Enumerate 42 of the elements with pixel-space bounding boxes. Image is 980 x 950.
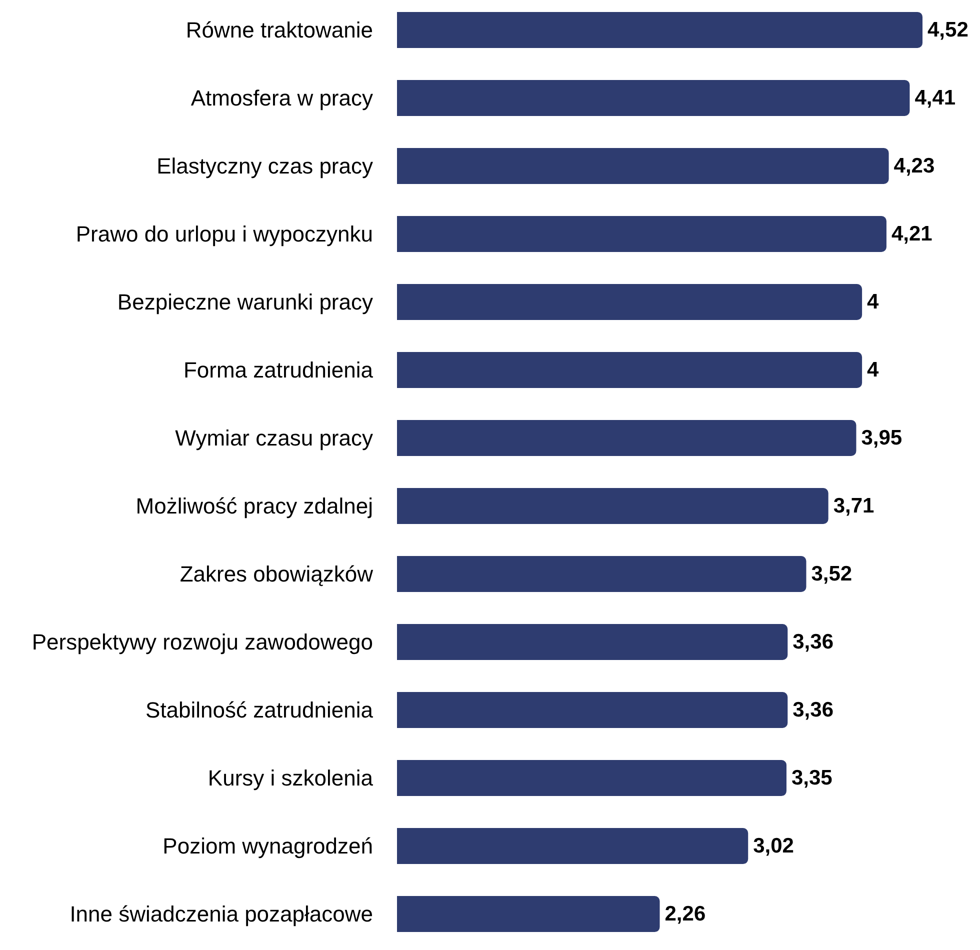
data-label: 4 (867, 358, 880, 382)
y-tick-label: Kursy i szkolenia (208, 766, 374, 791)
y-tick-label: Bezpieczne warunki pracy (117, 289, 373, 314)
y-tick-label: Inne świadczenia pozapłacowe (70, 902, 373, 927)
y-tick-label: Prawo do urlopu i wypoczynku (76, 221, 373, 246)
data-label: 4,52 (928, 18, 968, 42)
y-tick-label: Atmosfera w pracy (190, 85, 373, 110)
bar (397, 488, 828, 524)
data-label: 3,36 (792, 630, 834, 654)
data-label: 4 (867, 290, 880, 314)
data-label: 2,26 (664, 902, 706, 926)
y-tick-label: Zakres obowiązków (180, 562, 374, 587)
y-tick-label: Stabilność zatrudnienia (146, 698, 374, 723)
bar (397, 624, 788, 660)
bar (397, 80, 910, 116)
bar (397, 896, 660, 932)
bar (397, 284, 862, 320)
y-tick-label: Elastyczny czas pracy (156, 153, 373, 178)
bar (397, 556, 806, 592)
bar (397, 420, 856, 456)
data-label: 4,41 (914, 86, 956, 110)
y-tick-label: Równe traktowanie (186, 17, 373, 42)
data-label: 3,95 (861, 426, 902, 450)
bar (397, 828, 748, 864)
bar (397, 692, 788, 728)
y-tick-label: Forma zatrudnienia (183, 357, 374, 382)
data-label: 3,02 (753, 834, 794, 858)
bar (397, 12, 922, 48)
y-tick-label: Poziom wynagrodzeń (162, 834, 373, 859)
bar (397, 352, 862, 388)
bar (397, 148, 889, 184)
bar (397, 760, 786, 796)
y-tick-label: Wymiar czasu pracy (175, 426, 373, 450)
data-label: 3,71 (833, 494, 875, 518)
data-label: 4,23 (894, 154, 935, 178)
y-tick-label: Możliwość pracy zdalnej (136, 494, 373, 518)
data-label: 3,35 (791, 766, 833, 790)
data-label: 3,52 (811, 562, 852, 586)
y-tick-label: Perspektywy rozwoju zawodowego (32, 630, 373, 655)
data-label: 3,36 (792, 698, 834, 722)
bar (397, 216, 886, 252)
data-label: 4,21 (891, 222, 933, 246)
